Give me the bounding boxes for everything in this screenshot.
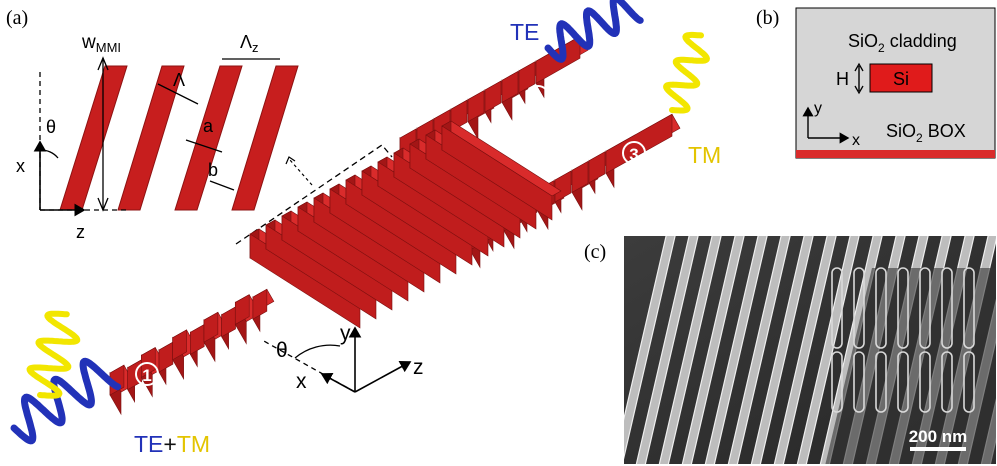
sem-bar-4: [681, 236, 745, 464]
inset-bar-2: [117, 65, 185, 211]
si-core-label: Si: [893, 69, 909, 89]
sem-swg-lower-5: [919, 351, 931, 413]
output-tm-label: TM: [688, 142, 721, 168]
mmi-device: θ y x z 1 2 3: [109, 35, 681, 416]
inset-z-label: z: [76, 222, 85, 242]
sem-subwavelength-region: [825, 268, 996, 464]
inset-period-arrow: [157, 83, 199, 105]
cross-section-panel: SiO2 cladding Si H y x SiO2 BOX: [795, 7, 996, 159]
sem-image-panel: 200 nm: [624, 236, 996, 464]
inset-lambdaz-label: Λz: [240, 32, 259, 55]
inset-b-label: b: [208, 160, 218, 180]
inset-x-label: x: [16, 156, 25, 176]
device-z-label: z: [413, 356, 424, 379]
box-label: SiO2 BOX: [886, 121, 966, 145]
device-x-axis: [320, 372, 356, 393]
scale-bar-label: 200 nm: [909, 427, 968, 446]
inset-bar-3: [174, 65, 243, 211]
sem-swg-lower-3: [875, 351, 887, 413]
out3-straight: [605, 113, 681, 189]
panel-b-label: (b): [756, 7, 779, 29]
sem-swg-upper-2: [853, 267, 865, 349]
sem-bar-5: [704, 236, 768, 464]
sem-bar-7: [750, 236, 814, 464]
substrate-line: [796, 150, 995, 158]
sem-bar-8: [773, 236, 837, 464]
optical-waves: [10, 0, 710, 445]
output-tm-wave: [663, 31, 710, 114]
input-segment-10: [252, 288, 275, 333]
sem-swg-upper-1: [831, 267, 843, 349]
sem-swg-lower-4: [897, 351, 909, 413]
device-x-label: x: [296, 370, 307, 393]
port-2-label: 2: [533, 89, 542, 108]
port-1-label: 1: [142, 366, 151, 385]
height-label: H: [836, 69, 849, 89]
inset-bar-1: [59, 65, 128, 211]
out2-segment-8: [518, 61, 542, 105]
sem-swg-lower-6: [941, 351, 953, 413]
sem-swg-upper-5: [919, 267, 931, 349]
inset-period-label: Λ: [173, 70, 185, 90]
inset-a-label: a: [203, 116, 214, 136]
sem-swg-upper-4: [897, 267, 909, 349]
inset-pointer: [289, 159, 313, 186]
sem-bar-2: [635, 236, 699, 464]
out3-segment-8: [588, 151, 612, 195]
port-3-badge: 3: [622, 141, 646, 165]
sem-swg-lower-7: [963, 351, 975, 413]
sem-bar-1: [624, 236, 676, 460]
device-theta-arc: [294, 344, 341, 359]
inset-bar-4: [231, 65, 299, 211]
scale-bar: [910, 447, 966, 451]
si-core: [869, 63, 933, 93]
device-theta-label: θ: [276, 339, 288, 362]
cladding-label: SiO2 cladding: [848, 31, 957, 55]
output-te-wave: [544, 0, 644, 63]
port-1-badge: 1: [135, 362, 159, 386]
input-tm-wave: [26, 310, 81, 399]
xs-x-label: x: [852, 132, 860, 149]
inset-a-arrow: [185, 139, 223, 153]
input-waveguide-1: [109, 288, 275, 416]
inset-wmmi-label: wMMI: [81, 32, 121, 55]
xs-y-label: y: [814, 100, 822, 117]
sem-bar-6: [727, 236, 791, 464]
inset-theta-label: θ: [46, 117, 56, 137]
sem-swg-upper-6: [941, 267, 953, 349]
sem-bar-3: [658, 236, 722, 464]
device-y-label: y: [340, 322, 351, 345]
inset-theta-arc: [39, 149, 59, 159]
input-mode-label: TE+TM: [134, 431, 210, 457]
inset-b-arrow: [209, 180, 235, 191]
panel-c-label: (c): [584, 241, 606, 263]
grating-inset: x z θ wMMI Λ Λz a b: [16, 32, 313, 242]
sem-swg-lower-2: [853, 351, 865, 413]
mmi-bar-13: [441, 120, 562, 221]
sem-swg-upper-7: [963, 267, 975, 349]
output-te-label: TE: [510, 19, 539, 45]
panel-a-label: (a): [6, 7, 28, 29]
device-z-axis: [354, 360, 412, 393]
sem-swg-lower-1: [831, 351, 843, 413]
sem-swg-upper-3: [875, 267, 887, 349]
mmi-grating-bars: [249, 120, 562, 329]
port-2-badge: 2: [526, 85, 550, 109]
port-3-label: 3: [629, 145, 638, 164]
